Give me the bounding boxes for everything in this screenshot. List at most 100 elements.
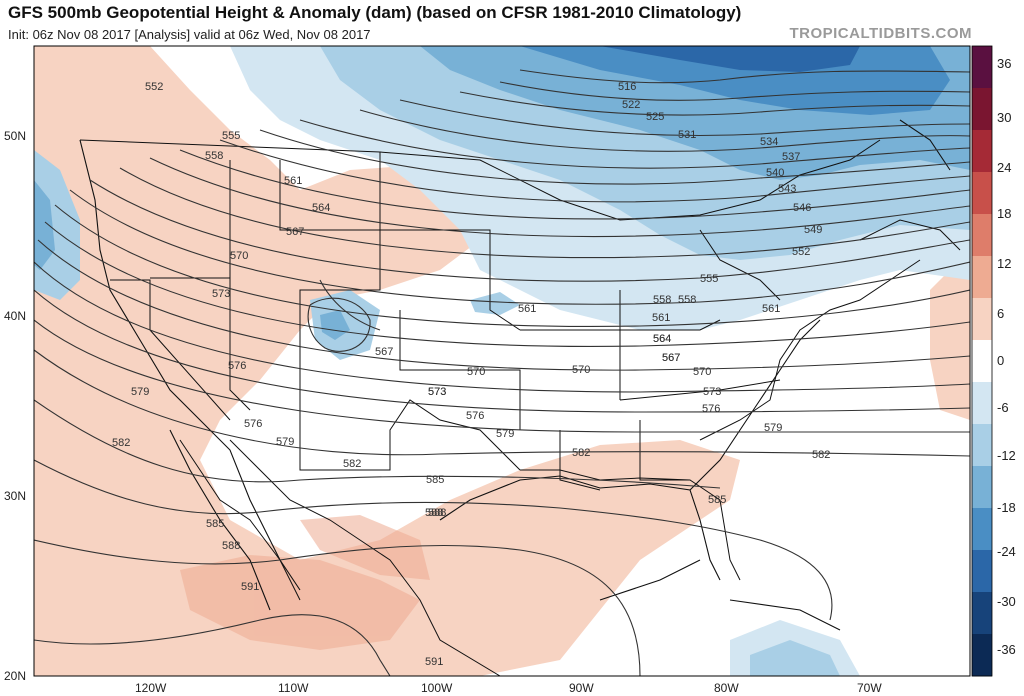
contour-label: 561 <box>652 312 670 324</box>
colorbar-swatch <box>972 46 992 89</box>
colorbar-frame <box>971 45 993 677</box>
colorbar-swatch <box>972 214 992 257</box>
colorbar-label: -12 <box>997 448 1016 463</box>
colorbar-swatch <box>972 130 992 173</box>
contour-label: 573 <box>703 386 721 398</box>
lat-label: 40N <box>4 309 26 323</box>
contour-label: 567 <box>286 226 304 238</box>
contour-label: 582 <box>572 447 590 459</box>
longitude-labels: 120W 110W 100W 90W 80W 70W <box>135 681 882 695</box>
contour-label: 573 <box>212 288 230 300</box>
contour-label: 570 <box>572 364 590 376</box>
contour-label: 570 <box>693 366 711 378</box>
height-contours <box>34 69 970 676</box>
colorbar-swatch <box>972 298 992 341</box>
contour-label: 567 <box>662 352 680 364</box>
colorbar-label: 6 <box>997 306 1004 321</box>
colorbar-swatch <box>972 256 992 299</box>
lon-label: 80W <box>714 681 739 695</box>
contour-label: 537 <box>782 151 800 163</box>
contour-label: 576 <box>244 418 262 430</box>
colorbar-swatch <box>972 592 992 635</box>
colorbar-label: 24 <box>997 160 1011 175</box>
contour-label: 543 <box>778 183 796 195</box>
strong-positive-anomaly <box>180 515 430 650</box>
latitude-labels: 50N 40N 30N 20N <box>4 129 26 683</box>
colorbar-label: -18 <box>997 500 1016 515</box>
contour-label: 573 <box>428 386 446 398</box>
contour-label: 552 <box>145 81 163 93</box>
header: GFS 500mb Geopotential Height & Anomaly … <box>8 3 1018 43</box>
colorbar-label: -24 <box>997 544 1016 559</box>
colorbar-label: -6 <box>997 400 1009 415</box>
contour-label: 582 <box>812 449 830 461</box>
lon-label: 70W <box>857 681 882 695</box>
contour-label: 588 <box>222 540 240 552</box>
plot-frame <box>33 45 971 677</box>
contour-label: 591 <box>425 656 443 668</box>
contour-label: 558 <box>653 294 671 306</box>
contour-label: 579 <box>496 428 514 440</box>
contour-label: 576 <box>466 410 484 422</box>
contour-label: 576 <box>702 403 720 415</box>
lon-label: 110W <box>278 681 309 695</box>
colorbar-swatch <box>972 634 992 677</box>
colorbar: 36 30 24 18 12 6 0 -6 -12 -18 -24 -30 -36 <box>971 45 1016 677</box>
colorbar-label: 12 <box>997 256 1011 271</box>
colorbar-swatch <box>972 550 992 593</box>
colorbar-swatch <box>972 508 992 551</box>
coastlines <box>79 119 951 631</box>
colorbar-swatch <box>972 340 992 383</box>
lon-label: 120W <box>135 681 167 695</box>
contour-label: 516 <box>618 81 636 93</box>
contour-label: 564 <box>653 333 671 345</box>
map-title: GFS 500mb Geopotential Height & Anomaly … <box>8 3 742 22</box>
positive-anomaly-shading <box>34 46 970 676</box>
brand-watermark: TROPICALTIDBITS.COM <box>789 25 972 42</box>
colorbar-swatch <box>972 466 992 509</box>
contour-label: 546 <box>793 202 811 214</box>
contour-label: 585 <box>206 518 224 530</box>
init-valid-time: Init: 06z Nov 08 2017 [Analysis] valid a… <box>8 27 371 42</box>
contour-label: 579 <box>764 422 782 434</box>
contour-label: 555 <box>222 130 240 142</box>
contour-label: 558 <box>678 294 696 306</box>
contour-label: 522 <box>622 99 640 111</box>
contour-label: 534 <box>760 136 778 148</box>
colorbar-label: 36 <box>997 56 1011 71</box>
contour-label: 591 <box>241 581 259 593</box>
contour-label: 573 <box>428 386 446 398</box>
contour-label: 558 <box>205 150 223 162</box>
lat-label: 50N <box>4 129 26 143</box>
contour-label: 561 <box>284 175 302 187</box>
contour-label: 561 <box>518 303 536 315</box>
contour-label: 570 <box>467 366 485 378</box>
contour-label: 564 <box>653 333 671 345</box>
colorbar-label: -36 <box>997 642 1016 657</box>
contour-label: 567 <box>662 352 680 364</box>
colorbar-swatch <box>972 172 992 215</box>
contour-label: 585 <box>426 474 444 486</box>
colorbar-swatch <box>972 88 992 131</box>
contour-label: 585 <box>708 494 726 506</box>
contour-label: 567 <box>375 346 393 358</box>
negative-anomaly-shading <box>34 46 970 676</box>
contour-label: 540 <box>766 167 784 179</box>
colorbar-label: 0 <box>997 353 1004 368</box>
colorbar-swatch <box>972 424 992 467</box>
colorbar-label: 30 <box>997 110 1011 125</box>
contour-label: 579 <box>276 436 294 448</box>
contour-label: 588 <box>428 507 446 519</box>
lon-label: 100W <box>421 681 453 695</box>
colorbar-swatch <box>972 382 992 425</box>
lat-label: 30N <box>4 489 26 503</box>
contour-label: 564 <box>312 202 330 214</box>
colorbar-label: -30 <box>997 594 1016 609</box>
colorbar-label: 18 <box>997 206 1011 221</box>
contour-label: 549 <box>804 224 822 236</box>
contour-labels: 516 522 525 531 534 537 540 543 546 549 552 555 558 5… <box>112 81 830 668</box>
contour-label: 531 <box>678 129 696 141</box>
contour-label: 555 <box>700 273 718 285</box>
contour-label: 525 <box>646 111 664 123</box>
